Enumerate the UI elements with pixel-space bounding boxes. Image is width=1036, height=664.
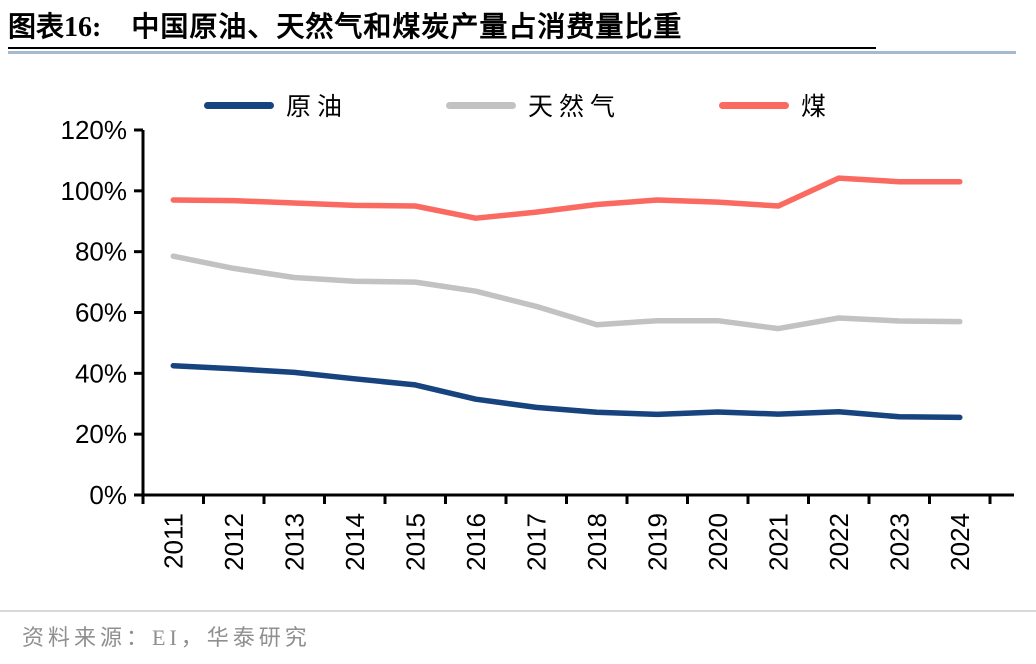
legend-label-oil: 原油 xyxy=(285,94,348,121)
y-tick-label: 20% xyxy=(75,419,127,449)
chart-canvas: 0% 20% 40% 60% 80% 100% 120% 2011 2012 2013 2014 20… xyxy=(61,115,1014,571)
figure-footer: 资料来源：EI，华泰研究 xyxy=(0,610,1036,664)
x-tick-label: 2016 xyxy=(461,513,491,571)
x-tick-label: 2020 xyxy=(703,513,733,571)
legend-item-gas: 天然气 xyxy=(445,87,621,123)
title-underline-blue xyxy=(8,51,1016,54)
series-line-gas xyxy=(170,253,963,332)
y-tick-label: 40% xyxy=(75,358,127,388)
figure-number-label: 图表16: xyxy=(8,12,102,43)
title-underline-black xyxy=(8,47,876,49)
x-tick-label: 2023 xyxy=(884,513,914,571)
page-title: 图表16: 中国原油、天然气和煤炭产量占消费量比重 xyxy=(8,12,1026,44)
coal-line-swatch xyxy=(719,101,789,109)
x-tick-label: 2011 xyxy=(158,513,188,569)
x-tick-label: 2019 xyxy=(642,513,672,571)
gas-line-swatch xyxy=(445,101,516,109)
source-note: 资料来源：EI，华泰研究 xyxy=(22,625,311,650)
legend-item-coal: 煤 xyxy=(719,87,832,123)
legend-label-coal: 煤 xyxy=(801,94,833,121)
legend-label-gas: 天然气 xyxy=(527,94,621,121)
x-tick-label: 2022 xyxy=(824,513,854,571)
x-tick-label: 2017 xyxy=(521,513,551,571)
y-tick-label: 120% xyxy=(61,120,128,145)
legend-item-oil: 原油 xyxy=(203,87,348,123)
series-line-oil xyxy=(170,362,963,421)
oil-line-swatch xyxy=(203,101,274,109)
legend: 原油 天然气 煤 xyxy=(0,92,1036,121)
x-tick-label: 2018 xyxy=(582,513,612,571)
x-tick-label: 2024 xyxy=(945,513,975,571)
y-tick-label: 100% xyxy=(61,176,128,206)
x-tick-label: 2014 xyxy=(340,513,370,571)
x-tick-label: 2021 xyxy=(763,513,793,571)
chart-area: 0% 20% 40% 60% 80% 100% 120% 2011 2012 2013 2014 20… xyxy=(0,115,1036,617)
y-tick-label: 80% xyxy=(75,237,127,267)
x-tick-label: 2013 xyxy=(279,513,309,571)
figure-title-text: 中国原油、天然气和煤炭产量占消费量比重 xyxy=(131,12,683,43)
y-tick-label: 0% xyxy=(89,480,127,510)
series-line-coal xyxy=(170,175,963,221)
figure-header: 图表16: 中国原油、天然气和煤炭产量占消费量比重 xyxy=(0,0,1036,54)
x-tick-label: 2012 xyxy=(219,513,249,571)
y-tick-label: 60% xyxy=(75,298,127,328)
x-tick-label: 2015 xyxy=(400,513,430,571)
